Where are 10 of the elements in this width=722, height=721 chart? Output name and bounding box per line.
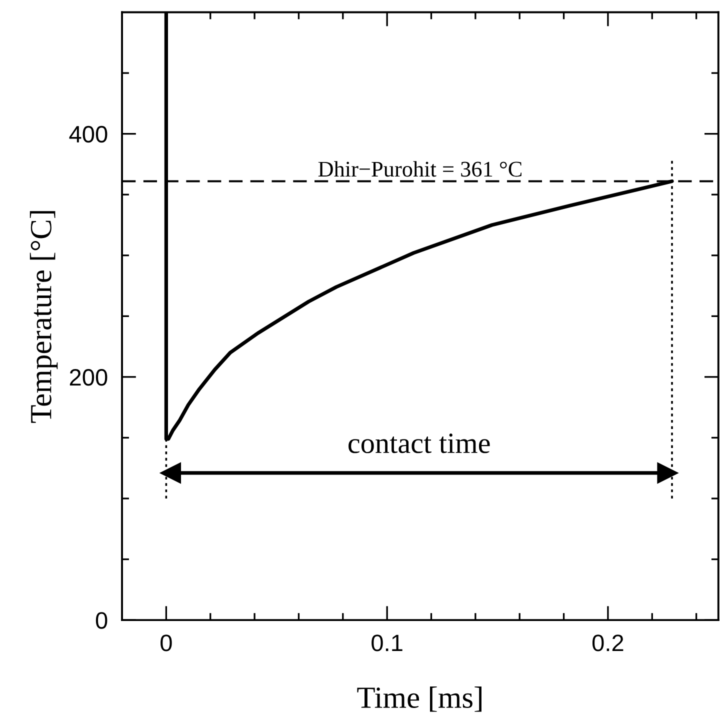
x-tick-label: 0.1 — [372, 634, 402, 652]
x-axis-title: Time [ms] — [357, 686, 482, 712]
x-tick-label: 0.2 — [592, 634, 624, 652]
x-tick-label: 0 — [160, 634, 172, 652]
y-axis-title: Temperature [°C] — [30, 211, 58, 423]
ref-line-label: Dhir−Purohit = 361 °C — [318, 161, 522, 177]
y-tick-label: 0 — [96, 612, 108, 629]
y-tick-label: 200 — [70, 369, 108, 386]
y-tick-label: 400 — [69, 126, 108, 143]
annotation: contact time — [348, 434, 490, 454]
